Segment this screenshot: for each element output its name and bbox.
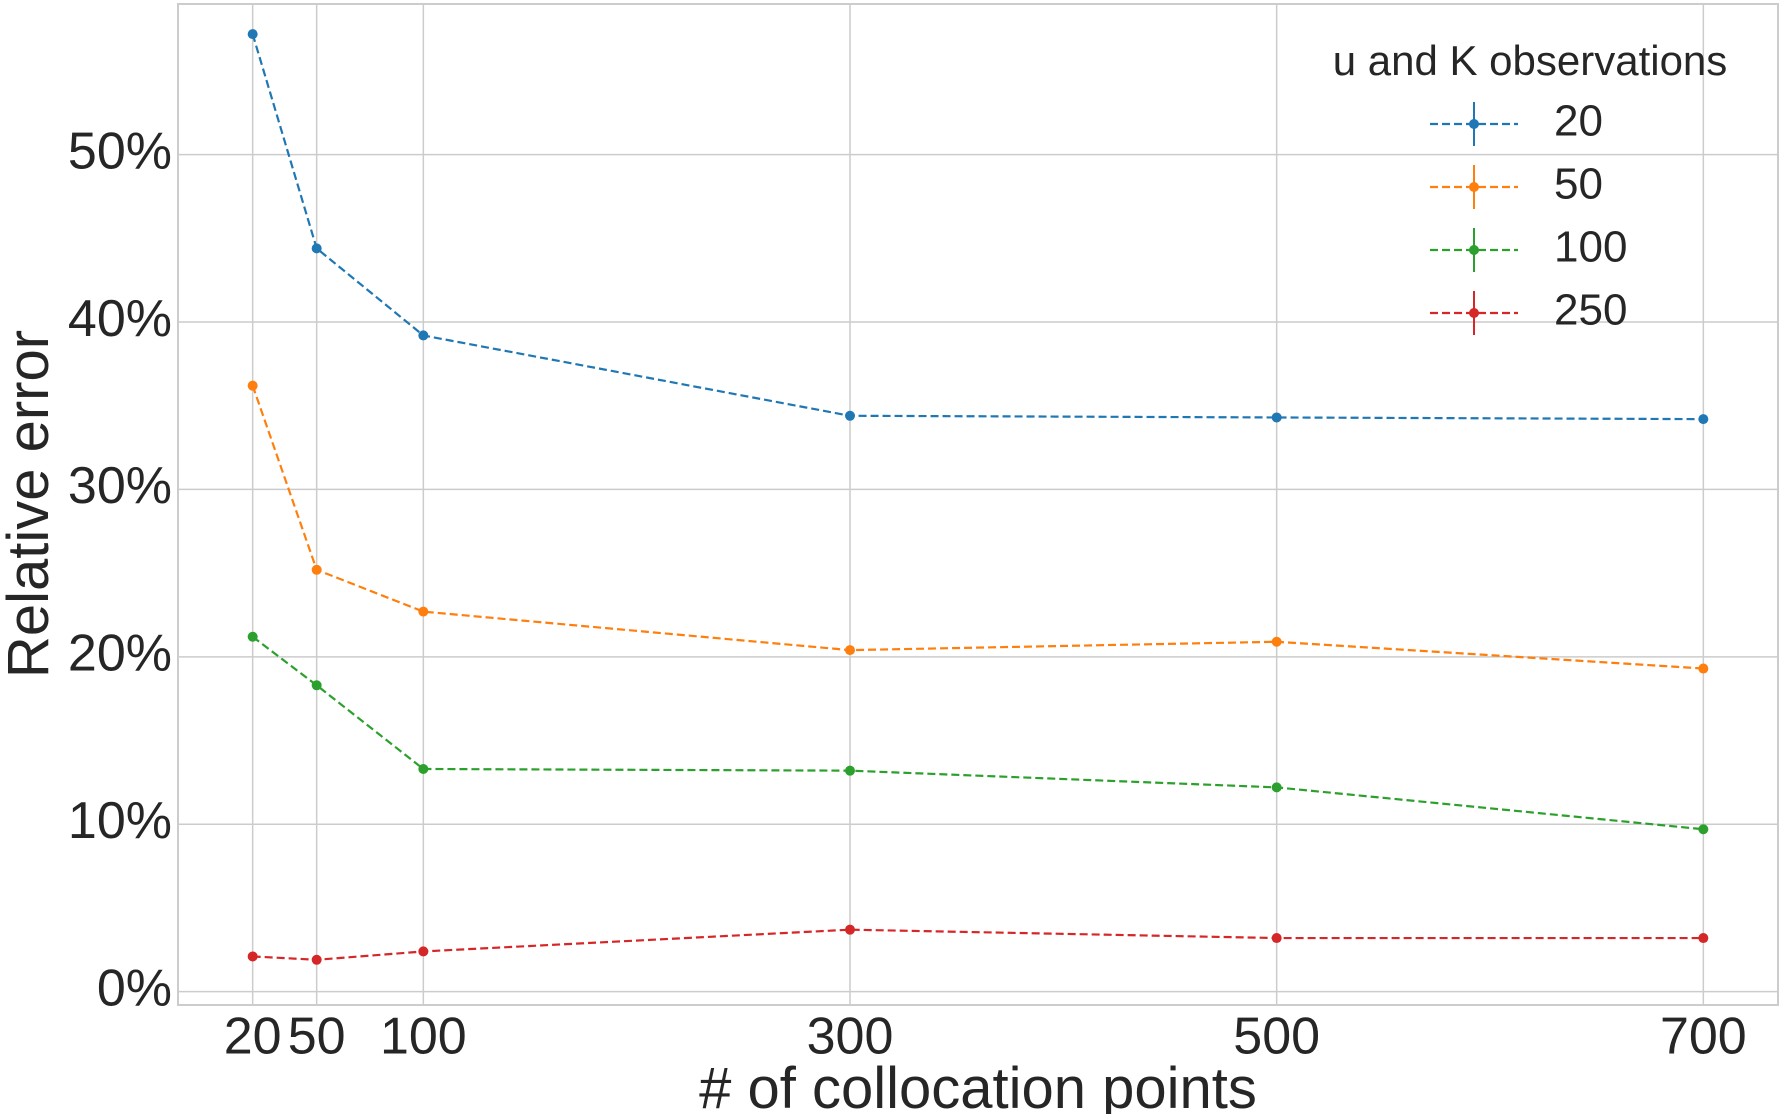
data-point bbox=[247, 631, 258, 642]
series-line bbox=[252, 635, 1704, 831]
y-axis-title: Relative error bbox=[0, 330, 61, 678]
data-point bbox=[311, 680, 322, 691]
legend: u and K observations 20 50 100 250 bbox=[1333, 37, 1728, 335]
x-tick-label: 100 bbox=[380, 1008, 467, 1066]
data-point bbox=[1271, 933, 1282, 944]
data-point bbox=[1698, 933, 1709, 944]
x-tick-labels: 20 50 100 300 500 700 bbox=[224, 1008, 1747, 1066]
data-point bbox=[1698, 824, 1709, 835]
legend-label: 20 bbox=[1554, 97, 1603, 146]
data-point bbox=[247, 29, 258, 40]
data-point bbox=[418, 946, 429, 957]
series-20 bbox=[247, 29, 1709, 425]
series-50 bbox=[247, 380, 1709, 674]
data-point bbox=[311, 564, 322, 575]
x-axis-title: # of collocation points bbox=[699, 1056, 1257, 1114]
data-point bbox=[1271, 782, 1282, 793]
legend-marker bbox=[1469, 182, 1479, 192]
legend-marker bbox=[1469, 119, 1479, 129]
series-250 bbox=[247, 924, 1709, 965]
y-tick-labels: 0% 10% 20% 30% 40% 50% bbox=[68, 122, 172, 1017]
data-point bbox=[418, 763, 429, 774]
data-point bbox=[418, 330, 429, 341]
legend-label: 100 bbox=[1554, 223, 1627, 272]
x-tick-label: 500 bbox=[1233, 1008, 1320, 1066]
data-point bbox=[1271, 636, 1282, 647]
series-layer bbox=[247, 29, 1709, 965]
series-line bbox=[251, 385, 1704, 670]
x-tick-label: 700 bbox=[1660, 1008, 1747, 1066]
legend-entry-50: 50 bbox=[1430, 160, 1603, 209]
data-point bbox=[418, 606, 429, 617]
plot-area bbox=[177, 3, 1779, 1006]
legend-marker bbox=[1469, 308, 1479, 318]
legend-entry-100: 100 bbox=[1430, 223, 1627, 272]
y-tick-label: 40% bbox=[68, 290, 172, 348]
x-tick-label: 300 bbox=[807, 1008, 894, 1066]
y-tick-label: 10% bbox=[68, 792, 172, 850]
series-line bbox=[251, 33, 1704, 421]
y-tick-label: 0% bbox=[97, 959, 172, 1017]
x-tick-label: 50 bbox=[288, 1008, 346, 1066]
legend-entries: 20 50 100 250 bbox=[1430, 97, 1627, 335]
y-tick-label: 50% bbox=[68, 122, 172, 180]
data-point bbox=[845, 924, 855, 935]
y-tick-label: 30% bbox=[68, 457, 172, 515]
x-tick-label: 20 bbox=[224, 1008, 282, 1066]
data-point bbox=[845, 645, 855, 656]
data-point bbox=[845, 410, 855, 421]
legend-title: u and K observations bbox=[1333, 37, 1728, 84]
y-tick-label: 20% bbox=[68, 625, 172, 683]
legend-marker bbox=[1469, 245, 1479, 255]
data-point bbox=[845, 765, 855, 776]
data-point bbox=[311, 243, 322, 254]
data-point bbox=[1698, 663, 1709, 674]
data-point bbox=[247, 951, 258, 962]
data-point bbox=[1271, 412, 1282, 423]
data-point bbox=[311, 954, 322, 965]
data-point bbox=[1698, 414, 1709, 425]
series-line bbox=[252, 928, 1704, 961]
legend-label: 50 bbox=[1554, 160, 1603, 209]
legend-label: 250 bbox=[1554, 286, 1627, 335]
legend-entry-250: 250 bbox=[1430, 286, 1627, 335]
data-point bbox=[247, 380, 258, 391]
grid bbox=[178, 4, 1778, 1005]
series-100 bbox=[247, 631, 1709, 835]
legend-entry-20: 20 bbox=[1430, 97, 1603, 146]
